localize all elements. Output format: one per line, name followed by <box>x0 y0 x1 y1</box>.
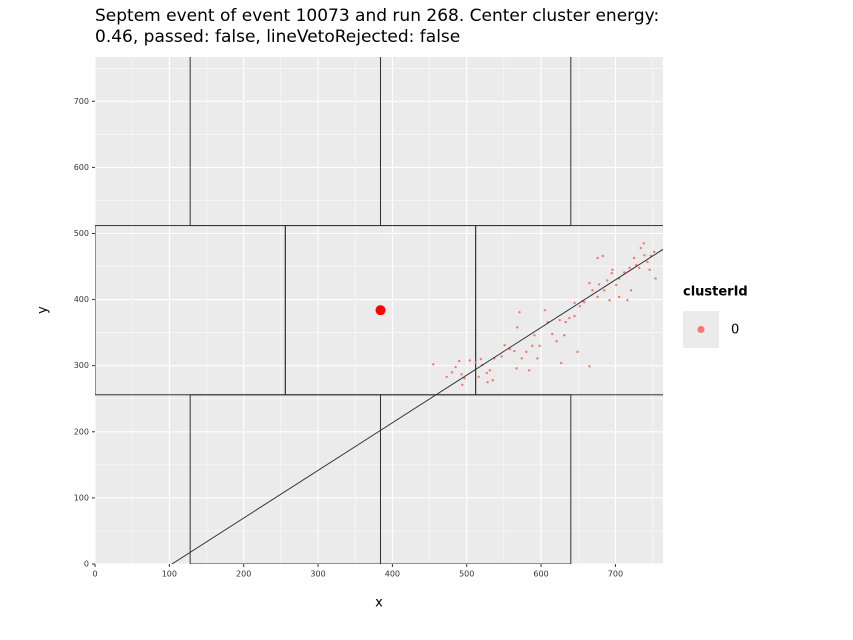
y-tick-label: 500 <box>74 229 89 238</box>
point <box>648 268 651 272</box>
point <box>543 308 546 312</box>
y-tick-label: 700 <box>74 97 89 106</box>
center-point <box>375 305 386 316</box>
point <box>463 377 466 380</box>
point <box>445 375 448 379</box>
chart-subtitle: 0.46, passed: false, lineVetoRejected: f… <box>95 27 460 47</box>
point <box>601 254 604 258</box>
point <box>460 373 463 376</box>
point <box>488 369 491 372</box>
point <box>576 350 579 354</box>
point <box>614 283 618 287</box>
point <box>639 246 642 250</box>
point <box>538 344 541 348</box>
point <box>518 310 521 314</box>
y-tick-label: 0 <box>84 560 89 569</box>
legend-title: clusterId <box>683 285 748 300</box>
point <box>551 332 554 336</box>
point <box>608 299 611 302</box>
point <box>573 301 576 305</box>
point <box>617 295 621 299</box>
point <box>588 365 591 368</box>
point <box>516 326 519 329</box>
y-tick-label: 600 <box>74 163 89 172</box>
point <box>568 316 571 320</box>
plot-layer <box>95 57 663 564</box>
veto-line <box>171 248 663 564</box>
x-tick-label: 600 <box>533 570 548 579</box>
point <box>530 344 534 348</box>
point <box>654 277 657 280</box>
y-tick-label: 400 <box>74 295 89 304</box>
point <box>474 361 477 364</box>
point <box>603 289 606 292</box>
x-tick-label: 0 <box>92 570 97 579</box>
point <box>562 334 566 337</box>
y-tick-label: 100 <box>74 493 89 502</box>
point <box>597 283 601 286</box>
point <box>454 365 457 369</box>
chip-outline <box>379 57 572 227</box>
point <box>503 344 506 347</box>
x-tick-label: 400 <box>385 570 400 579</box>
point <box>508 347 512 351</box>
point <box>596 256 599 260</box>
chip-outline <box>379 394 572 564</box>
x-axis-label: x <box>375 596 383 611</box>
point <box>573 314 576 318</box>
point <box>485 371 489 375</box>
legend-label: 0 <box>731 323 739 338</box>
point <box>559 361 563 365</box>
point <box>477 375 480 379</box>
point <box>432 363 435 366</box>
point <box>458 359 461 363</box>
legend-marker <box>697 326 705 333</box>
point <box>468 359 471 362</box>
point <box>536 357 539 360</box>
point <box>479 357 483 361</box>
point <box>606 279 609 282</box>
y-tick-label: 200 <box>74 427 89 436</box>
point <box>461 383 464 387</box>
point <box>632 256 636 260</box>
point <box>629 289 633 292</box>
point <box>558 318 561 322</box>
y-tick-label: 300 <box>74 361 89 370</box>
point <box>596 295 599 299</box>
point <box>533 334 536 337</box>
x-tick-label: 700 <box>608 570 623 579</box>
point <box>525 350 528 354</box>
point <box>642 242 645 245</box>
chart-title: Septem event of event 10073 and run 268.… <box>95 6 659 26</box>
point <box>564 320 567 324</box>
x-tick-label: 200 <box>236 570 251 579</box>
point <box>623 271 626 274</box>
y-axis-label: y <box>36 306 51 314</box>
point <box>638 266 641 270</box>
point <box>450 371 454 374</box>
point <box>520 357 523 360</box>
point <box>515 367 518 370</box>
point <box>646 260 649 264</box>
x-tick-label: 100 <box>162 570 177 579</box>
point <box>652 250 656 254</box>
point <box>500 355 503 358</box>
point <box>555 340 558 343</box>
point <box>491 379 494 382</box>
point <box>626 299 629 302</box>
point <box>486 381 489 384</box>
point <box>611 268 614 272</box>
x-tick-label: 300 <box>310 570 325 579</box>
point <box>610 271 613 275</box>
point <box>591 289 594 292</box>
point <box>588 281 591 285</box>
point <box>513 349 516 353</box>
point <box>527 369 531 372</box>
point <box>578 305 581 308</box>
x-tick-label: 500 <box>459 570 474 579</box>
point <box>628 266 631 270</box>
point <box>643 254 646 257</box>
